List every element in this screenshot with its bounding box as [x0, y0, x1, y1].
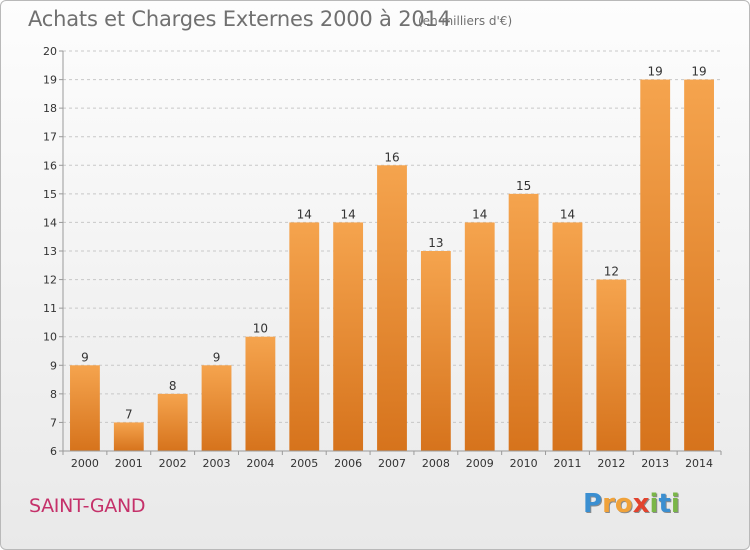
logo-letter: t [658, 489, 671, 519]
bar [245, 336, 276, 451]
y-tick-label: 18 [43, 102, 57, 115]
y-tick-label: 15 [43, 188, 57, 201]
logo-letter: x [632, 489, 650, 519]
y-tick-label: 19 [43, 74, 57, 87]
y-tick-label: 9 [50, 359, 57, 372]
bar-value-label: 19 [691, 65, 706, 79]
bar [420, 251, 451, 451]
bar-value-label: 14 [297, 207, 312, 221]
bar-value-label: 13 [428, 236, 443, 250]
bar [552, 222, 583, 451]
y-tick-label: 7 [50, 416, 57, 429]
y-tick-label: 17 [43, 131, 57, 144]
logo-letter: P [583, 489, 603, 519]
bar [640, 79, 671, 452]
x-tick-label: 2014 [685, 457, 713, 470]
axis-layer: 6 7 8 9 10 11 12 13 14 15 16 17 18 19 20 2000 2001 2002 20… [43, 45, 722, 470]
x-tick-label: 2000 [71, 457, 99, 470]
bar [508, 193, 539, 451]
bar-value-label: 19 [648, 65, 663, 79]
logo-letter: i [649, 489, 659, 519]
y-tick-label: 13 [43, 245, 57, 258]
chart-subtitle: (en milliers d'€) [418, 14, 513, 28]
bar [464, 222, 495, 451]
bar-value-label: 10 [253, 322, 268, 336]
bar [377, 165, 407, 452]
chart-title: Achats et Charges Externes 2000 à 2014 [28, 7, 451, 31]
bar [201, 365, 232, 451]
bar [333, 222, 364, 451]
x-tick-label: 2001 [115, 457, 143, 470]
x-tick-label: 2002 [159, 457, 187, 470]
x-tick-label: 2005 [290, 457, 318, 470]
x-tick-label: 2009 [466, 457, 494, 470]
x-tick-label: 2010 [510, 457, 538, 470]
x-tick-label: 2003 [203, 457, 231, 470]
bar [157, 393, 188, 451]
bar-value-label: 9 [81, 350, 89, 364]
y-tick-label: 16 [43, 159, 57, 172]
y-tick-label: 8 [50, 388, 57, 401]
bar [684, 79, 714, 452]
y-tick-label: 11 [43, 302, 57, 315]
bar-value-label: 14 [472, 207, 487, 221]
bar-value-label: 9 [213, 350, 221, 364]
x-tick-label: 2012 [597, 457, 625, 470]
x-tick-label: 2006 [334, 457, 362, 470]
x-tick-label: 2004 [246, 457, 274, 470]
bar-value-label: 14 [560, 207, 575, 221]
y-tick-label: 10 [43, 331, 57, 344]
bar-value-label: 12 [604, 265, 619, 279]
bar-layer: 9 7 8 9 10 14 14 16 13 14 15 14 12 19 19 [70, 65, 714, 452]
y-tick-label: 14 [43, 216, 57, 229]
logo-letter: i [670, 489, 680, 519]
x-tick-label: 2007 [378, 457, 406, 470]
bar-value-label: 16 [384, 150, 399, 164]
bar [596, 279, 627, 451]
bar-value-label: 15 [516, 179, 531, 193]
x-tick-label: 2013 [641, 457, 669, 470]
bar-value-label: 8 [169, 379, 177, 393]
bar-value-label: 7 [125, 407, 133, 421]
bar [289, 222, 320, 451]
commune-name: SAINT-GAND [29, 495, 146, 517]
logo-letter: r [602, 489, 615, 519]
y-tick-label: 20 [43, 45, 57, 58]
proxiti-logo: Proxiti [583, 489, 680, 519]
bar-value-label: 14 [340, 207, 355, 221]
x-tick-label: 2008 [422, 457, 450, 470]
logo-letter: o [614, 489, 633, 519]
bar [113, 422, 144, 451]
bar [70, 365, 100, 451]
y-tick-label: 12 [43, 274, 57, 287]
y-tick-label: 6 [50, 445, 57, 458]
x-tick-label: 2011 [553, 457, 581, 470]
